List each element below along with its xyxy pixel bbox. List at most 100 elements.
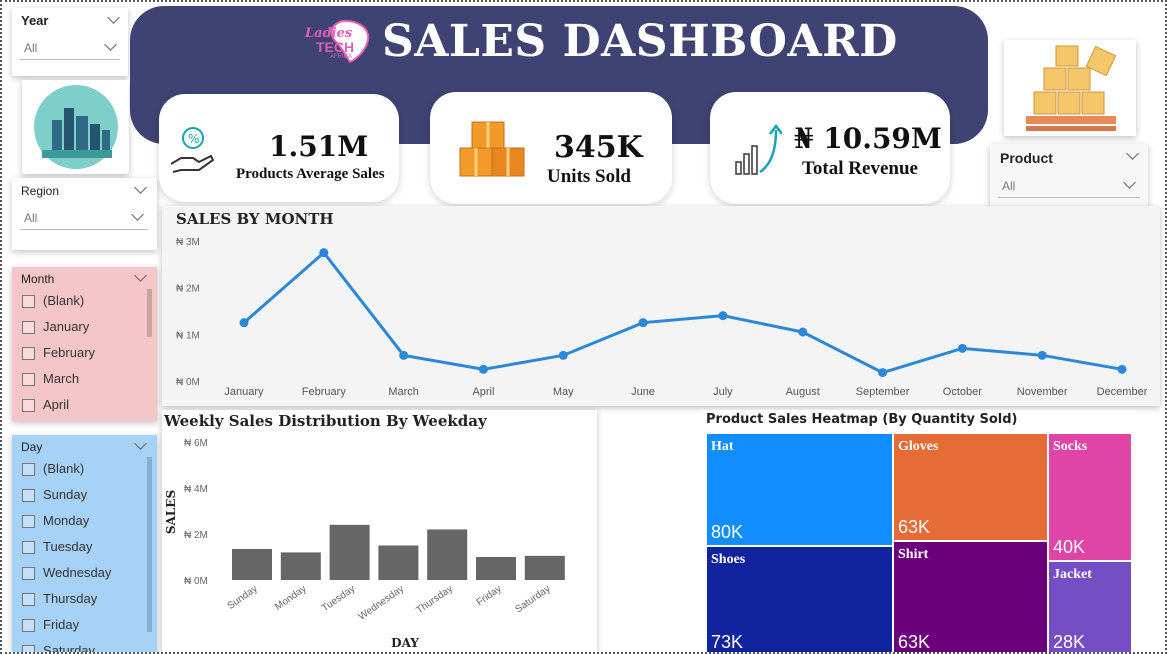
- day-checkbox[interactable]: [22, 593, 35, 606]
- data-point[interactable]: [638, 318, 648, 328]
- product-heatmap-chart: Product Sales Heatmap (By Quantity Sold)…: [702, 410, 1136, 652]
- treemap-tile-jacket[interactable]: Jacket 28K: [1048, 561, 1132, 652]
- year-dropdown[interactable]: All: [20, 36, 120, 60]
- warehouse-image: [1004, 40, 1136, 136]
- treemap-tile-hat[interactable]: Hat 80K: [706, 433, 893, 546]
- kpi-total-revenue-value: ₦ 10.59M: [794, 122, 942, 155]
- tile-value: 28K: [1053, 632, 1086, 652]
- year-slicer[interactable]: Year All: [12, 8, 128, 76]
- treemap-tile-shirt[interactable]: Shirt 63K: [893, 541, 1048, 652]
- region-dropdown-value: All: [24, 211, 38, 225]
- chevron-down-icon[interactable]: [134, 181, 147, 194]
- x-tick-label: Saturday: [513, 583, 552, 615]
- day-checkbox[interactable]: [22, 489, 35, 502]
- chevron-down-icon[interactable]: [107, 11, 120, 24]
- tile-value: 40K: [1053, 537, 1086, 557]
- product-dropdown[interactable]: All: [998, 174, 1140, 198]
- data-point[interactable]: [558, 350, 568, 360]
- city-image: [22, 80, 129, 174]
- boxes-icon: [459, 121, 525, 177]
- region-slicer-title: Region: [21, 184, 60, 198]
- data-point[interactable]: [319, 248, 329, 258]
- y-tick-label: ₦ 0M: [184, 576, 208, 587]
- kpi-card-units-sold: 345K Units Sold: [430, 92, 672, 204]
- day-item-label: Wednesday: [43, 565, 112, 580]
- treemap-tile-socks[interactable]: Socks 40K: [1048, 433, 1132, 561]
- x-tick-label: April: [472, 386, 494, 398]
- tile-value: 63K: [898, 517, 931, 537]
- data-point[interactable]: [239, 318, 249, 328]
- data-point[interactable]: [1037, 350, 1047, 360]
- month-checkbox[interactable]: [22, 399, 35, 412]
- day-checkbox[interactable]: [22, 645, 35, 652]
- day-checkbox[interactable]: [22, 515, 35, 528]
- bar[interactable]: [427, 529, 468, 580]
- x-axis-label: DAY: [391, 636, 419, 650]
- data-point[interactable]: [878, 368, 888, 378]
- month-checkbox[interactable]: [22, 347, 35, 360]
- bar[interactable]: [232, 548, 272, 580]
- region-slicer[interactable]: Region All: [12, 178, 157, 250]
- month-slicer-title: Month: [21, 272, 55, 286]
- chevron-down-icon[interactable]: [1126, 147, 1139, 160]
- logo-text-africa: AFRICA: [330, 54, 353, 60]
- month-checkbox[interactable]: [22, 373, 35, 386]
- bar[interactable]: [378, 545, 419, 581]
- region-dropdown[interactable]: All: [20, 206, 148, 230]
- product-treemap: Hat 80K Shoes 73K Gloves 63K Shirt 63K Socks 40K J…: [706, 433, 1132, 652]
- product-heatmap-title: Product Sales Heatmap (By Quantity Sold): [706, 412, 1018, 427]
- x-tick-label: November: [1017, 386, 1068, 398]
- data-point[interactable]: [1117, 364, 1127, 374]
- y-tick-label: ₦ 0M: [176, 377, 200, 388]
- day-checkbox[interactable]: [22, 619, 35, 632]
- x-tick-label: August: [786, 386, 820, 398]
- bar[interactable]: [524, 555, 565, 580]
- day-item-label: Saturday: [43, 643, 96, 654]
- sales-by-month-title: SALES BY MONTH: [176, 210, 334, 228]
- x-tick-label: January: [224, 386, 264, 398]
- product-slicer[interactable]: Product All: [990, 144, 1148, 216]
- data-point[interactable]: [718, 311, 728, 321]
- bar[interactable]: [280, 552, 321, 580]
- day-item-label: Friday: [43, 617, 80, 632]
- bar[interactable]: [329, 524, 370, 580]
- logo-text-tech: TECH: [316, 39, 355, 55]
- day-item-label: Sunday: [43, 487, 88, 502]
- treemap-tile-shoes[interactable]: Shoes 73K: [706, 546, 893, 652]
- month-item-label: April: [43, 397, 70, 412]
- kpi-average-sales-label: Products Average Sales: [236, 166, 385, 182]
- logo-text-ladies: Ladies: [305, 26, 353, 41]
- bar[interactable]: [476, 557, 516, 580]
- tile-name: Socks: [1053, 439, 1088, 454]
- day-checkbox[interactable]: [22, 463, 35, 476]
- month-scrollbar[interactable]: [147, 289, 152, 337]
- treemap-tile-gloves[interactable]: Gloves 63K: [893, 433, 1048, 541]
- day-item-label: Monday: [43, 513, 90, 528]
- x-tick-label: December: [1097, 386, 1148, 398]
- month-checkbox[interactable]: [22, 295, 35, 308]
- tile-name: Gloves: [898, 439, 939, 454]
- y-tick-label: ₦ 4M: [184, 484, 208, 495]
- chevron-down-icon[interactable]: [134, 437, 147, 450]
- tile-value: 63K: [898, 632, 931, 652]
- day-checkbox[interactable]: [22, 567, 35, 580]
- chevron-down-icon[interactable]: [134, 269, 147, 282]
- day-scrollbar[interactable]: [147, 457, 152, 632]
- data-point[interactable]: [399, 350, 409, 360]
- x-tick-label: May: [553, 386, 574, 398]
- month-checkbox[interactable]: [22, 321, 35, 334]
- page-title: SALES DASHBOARD: [382, 16, 898, 67]
- kpi-total-revenue-label: Total Revenue: [802, 158, 918, 179]
- data-point[interactable]: [798, 327, 808, 337]
- data-point[interactable]: [478, 364, 488, 374]
- kpi-card-average-sales: % 1.51M Products Average Sales: [159, 94, 399, 202]
- day-item-label: Thursday: [43, 591, 98, 606]
- data-point[interactable]: [957, 343, 967, 353]
- tile-name: Hat: [711, 439, 734, 454]
- chevron-down-icon: [1123, 176, 1136, 189]
- day-slicer: Day (Blank) Sunday Monday Tuesday Wednesday T…: [12, 435, 157, 654]
- brand-logo: Ladies TECH AFRICA: [302, 18, 374, 64]
- weekly-sales-title: Weekly Sales Distribution By Weekday: [164, 412, 487, 430]
- day-checkbox[interactable]: [22, 541, 35, 554]
